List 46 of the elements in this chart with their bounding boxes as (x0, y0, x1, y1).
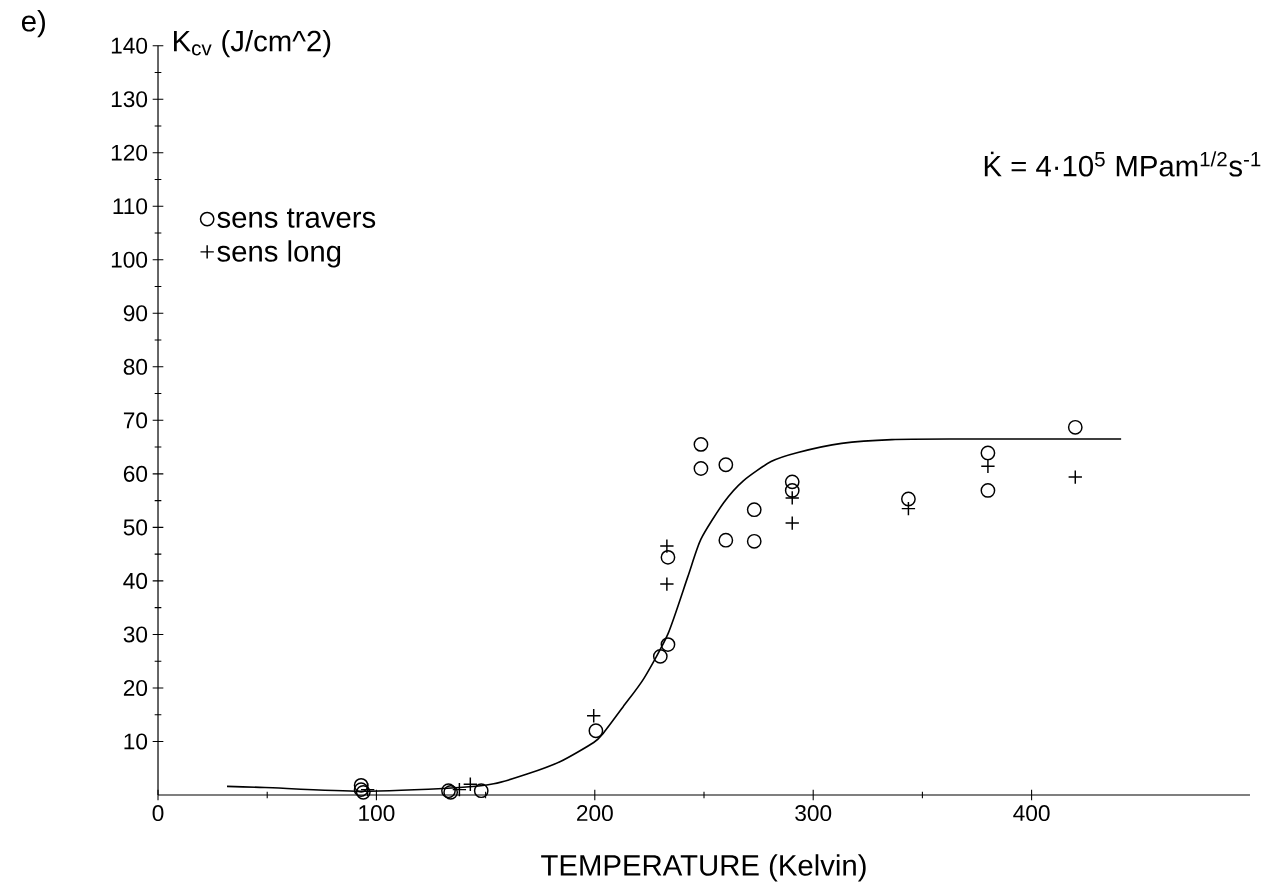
y-tick-label: 40 (123, 572, 148, 589)
point (980, 445, 996, 461)
point (718, 457, 734, 473)
point (693, 461, 709, 476)
text: e) (21, 10, 45, 38)
point (1067, 419, 1083, 435)
point (980, 483, 996, 498)
y-tick-label: 100 (111, 251, 148, 268)
y-tick-label: 80 (123, 358, 148, 375)
legend-label: sens travers (217, 208, 376, 228)
x-tick-label: 0 (152, 805, 164, 822)
y-tick-label: 10 (124, 733, 148, 750)
point (901, 491, 916, 507)
x-tick-label: 400 (1013, 805, 1050, 822)
point (588, 723, 604, 739)
y-tick-label: 50 (123, 519, 148, 536)
point (652, 648, 668, 664)
y-tick-label: 20 (123, 679, 148, 696)
y-tick-label: 130 (111, 91, 148, 108)
point (784, 483, 800, 498)
point (660, 637, 676, 652)
point (746, 533, 762, 549)
x-tick-label: 300 (795, 805, 832, 822)
point (746, 502, 762, 518)
y-tick-label: 30 (123, 626, 148, 643)
legend-label: sens long (217, 240, 341, 268)
annotation: K̇ = 4·10$^{5}$ MPam$^{1/2}$s$^{-1}$ (984, 151, 1261, 177)
x-tick-label: 100 (359, 805, 395, 822)
point (473, 783, 489, 799)
point (586, 708, 602, 724)
y-axis-title: K$_{cv}$ (J/cm^2) (174, 29, 331, 58)
point (784, 474, 800, 490)
y-tick-label: 90 (123, 305, 148, 322)
y-tick-label: 110 (113, 198, 148, 215)
y-tick-label: 120 (111, 144, 148, 161)
y-tick-label: 70 (123, 412, 148, 429)
point (462, 776, 478, 792)
x-axis-title: TEMPERATURE (Kelvin) (541, 854, 866, 882)
point (693, 437, 709, 452)
y-tick-label: 140 (111, 37, 148, 54)
point (718, 532, 734, 548)
point (901, 501, 916, 517)
x-tick-label: 200 (577, 805, 613, 822)
point (353, 777, 369, 793)
y-tick-label: 60 (123, 465, 148, 482)
point (660, 549, 676, 565)
